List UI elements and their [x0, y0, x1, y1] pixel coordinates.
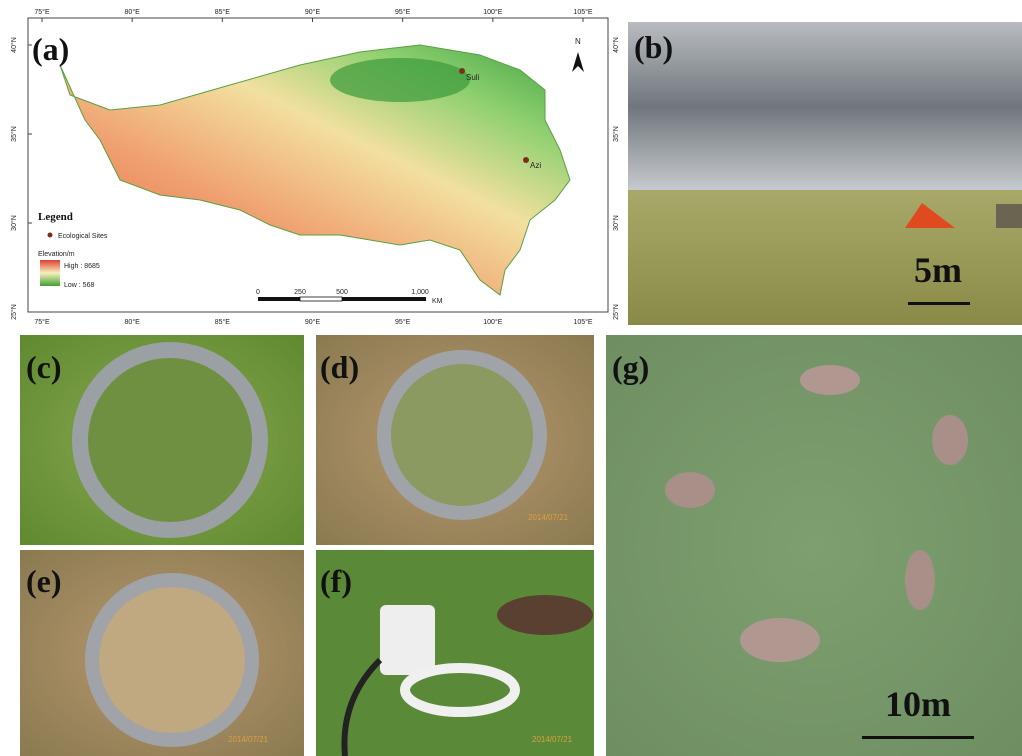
timestamp: 2014/07/21	[532, 735, 573, 744]
scale-bar	[258, 297, 300, 301]
lat-label: 35°N	[10, 126, 18, 142]
scale-label: 0	[256, 289, 260, 296]
panel-label: (e)	[26, 563, 62, 599]
lon-label: 95°E	[395, 318, 411, 326]
lon-label: 95°E	[395, 8, 411, 16]
legend-title: Legend	[38, 211, 73, 223]
photo	[316, 550, 594, 756]
scale-label: 10m	[885, 684, 951, 724]
legend-item: Elevation/m	[38, 251, 75, 258]
scale-label: 1,000	[411, 289, 429, 296]
lon-label: 100°E	[483, 318, 502, 326]
soil-patch	[497, 595, 593, 635]
timestamp: 2014/07/21	[528, 513, 569, 522]
equipment	[996, 204, 1022, 228]
panel-label: (b)	[634, 29, 673, 65]
lat-label: 25°N	[612, 304, 620, 320]
figure: Suli Azi N Legend Ecological Sites Eleva…	[0, 0, 1022, 756]
site-marker	[523, 157, 529, 163]
lon-label: 80°E	[125, 318, 141, 326]
legend-item: Ecological Sites	[58, 233, 108, 240]
lon-label: 80°E	[125, 8, 141, 16]
lon-label: 85°E	[215, 318, 231, 326]
legend-marker	[48, 233, 53, 238]
lat-label: 25°N	[10, 304, 18, 320]
lon-label: 75°E	[34, 318, 50, 326]
lon-label: 100°E	[483, 8, 502, 16]
panel-e: 2014/07/21 (e)	[20, 550, 304, 756]
sky	[628, 22, 1022, 192]
scale-bar	[342, 297, 426, 301]
legend-item: Low : 568	[64, 282, 94, 289]
scale-unit: KM	[432, 298, 443, 305]
site-name: Suli	[466, 73, 480, 82]
collar	[80, 350, 260, 530]
bare-patch	[665, 472, 715, 508]
collar	[384, 357, 540, 513]
panel-label: (g)	[612, 349, 649, 385]
panel-f: 2014/07/21 (f)	[316, 550, 594, 756]
lon-label: 90°E	[305, 8, 321, 16]
lat-label: 35°N	[612, 126, 620, 142]
basin	[330, 58, 470, 102]
scale-bar	[862, 736, 974, 739]
scale-bar	[908, 302, 970, 305]
bare-patch	[932, 415, 968, 465]
panel-label: (c)	[26, 349, 62, 385]
site-marker	[459, 68, 465, 74]
lat-label: 40°N	[612, 37, 620, 53]
chamber	[380, 605, 435, 675]
panel-label: (f)	[320, 563, 352, 599]
panel-a: Suli Azi N Legend Ecological Sites Eleva…	[10, 8, 620, 326]
panel-c: (c)	[20, 335, 304, 545]
lon-label: 105°E	[573, 318, 592, 326]
bare-patch	[905, 550, 935, 610]
panel-label: (a)	[32, 31, 69, 67]
lon-label: 75°E	[34, 8, 50, 16]
panel-b: 5m (b)	[628, 22, 1022, 325]
panel-g: 10m (g)	[606, 335, 1022, 756]
lon-label: 90°E	[305, 318, 321, 326]
legend-item: High : 8685	[64, 263, 100, 270]
lat-label: 40°N	[10, 37, 18, 53]
scale-label: 250	[294, 289, 306, 296]
bare-patch	[740, 618, 820, 662]
scale-label: 500	[336, 289, 348, 296]
lon-label: 85°E	[215, 8, 231, 16]
bare-patch	[800, 365, 860, 395]
scale-bar	[300, 297, 342, 301]
legend-colorbar	[40, 260, 60, 286]
collar	[92, 580, 252, 740]
scale-label: 5m	[914, 250, 962, 290]
panel-d: 2014/07/21 (d)	[316, 335, 594, 545]
lat-label: 30°N	[10, 215, 18, 231]
lat-label: 30°N	[612, 215, 620, 231]
lon-label: 105°E	[573, 8, 592, 16]
north-label: N	[575, 37, 581, 46]
panel-label: (d)	[320, 349, 359, 385]
timestamp: 2014/07/21	[228, 735, 269, 744]
site-name: Azi	[530, 161, 541, 170]
photo	[606, 335, 1022, 756]
